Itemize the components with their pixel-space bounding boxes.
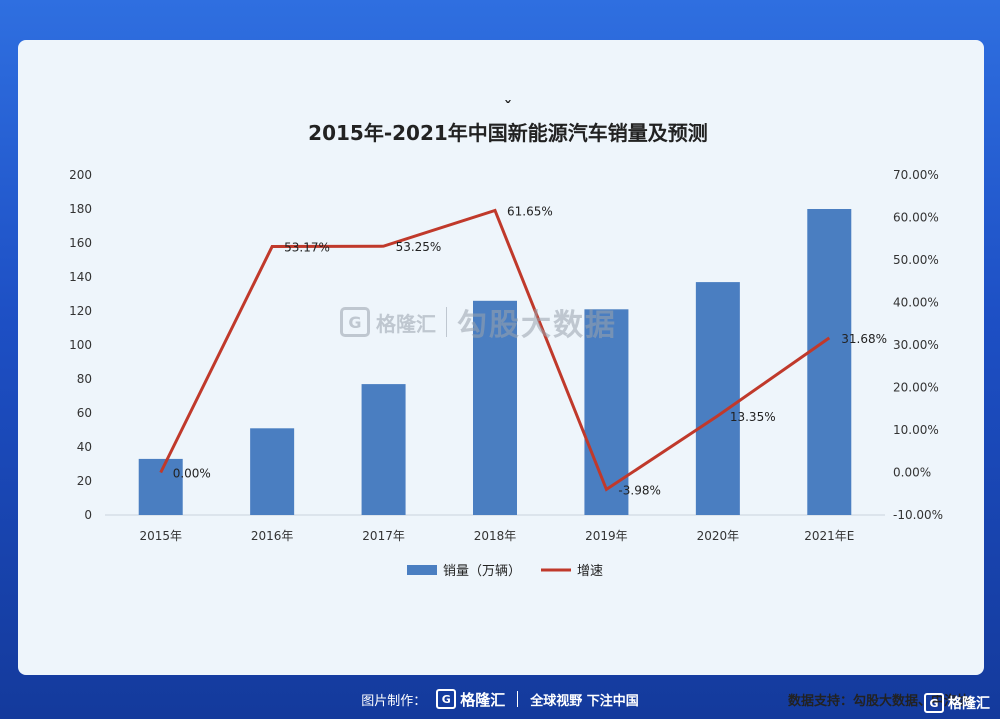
footer-brand: 格隆汇 (460, 690, 506, 709)
y-left-tick-label: 0 (84, 508, 92, 522)
data-label: 0.00% (173, 467, 211, 481)
y-left-tick-label: 40 (77, 440, 92, 454)
y-right-tick-label: -10.00% (893, 508, 943, 522)
data-label: 31.68% (841, 332, 887, 346)
y-right-tick-label: 20.00% (893, 381, 939, 395)
data-label: 53.17% (284, 241, 330, 255)
y-right-tick-label: 70.00% (893, 168, 939, 182)
y-right-tick-label: 10.00% (893, 423, 939, 437)
footer-made-by: 图片制作： (361, 693, 427, 709)
bar (807, 209, 852, 515)
y-left-tick-label: 160 (69, 236, 92, 250)
y-left-tick-label: 100 (69, 338, 92, 352)
bar (250, 428, 295, 515)
data-label: 61.65% (507, 204, 553, 218)
x-tick-label: 2015年 (139, 529, 182, 543)
x-tick-label: 2018年 (474, 529, 517, 543)
corner-brand-text: 格隆汇 (948, 696, 990, 712)
footer-logo-icon: G (436, 689, 457, 709)
corner-logo-icon: G (924, 693, 944, 713)
bar (138, 458, 183, 515)
bar (695, 282, 740, 515)
footer: 图片制作： G 格隆汇 全球视野 下注中国 (0, 686, 1000, 712)
y-right-tick-label: 0.00% (893, 466, 931, 480)
x-tick-label: 2021年E (804, 529, 854, 543)
y-left-tick-label: 80 (77, 372, 92, 386)
y-left-tick-label: 140 (69, 270, 92, 284)
x-tick-label: 2017年 (362, 529, 405, 543)
data-label: 53.25% (396, 240, 442, 254)
y-left-tick-label: 120 (69, 304, 92, 318)
y-left-tick-label: 20 (77, 474, 92, 488)
footer-separator (517, 691, 519, 707)
x-tick-label: 2020年 (697, 529, 740, 543)
y-left-tick-label: 180 (69, 202, 92, 216)
bar (473, 300, 517, 515)
legend-bar-label: 销量（万辆） (443, 564, 521, 579)
data-label: 13.35% (730, 410, 776, 424)
y-left-tick-label: 200 (69, 168, 92, 182)
y-right-tick-label: 60.00% (893, 211, 939, 225)
y-right-tick-label: 30.00% (893, 338, 939, 352)
y-right-tick-label: 40.00% (893, 296, 939, 310)
footer-slogan: 全球视野 下注中国 (530, 693, 639, 709)
y-left-tick-label: 60 (77, 406, 92, 420)
corner-brand: G 格隆汇 (924, 693, 990, 713)
growth-line (159, 208, 831, 492)
chart-title-mark: ˇ (504, 98, 512, 117)
data-label: -3.98% (618, 483, 660, 497)
x-tick-label: 2019年 (585, 529, 628, 543)
y-right-tick-label: 50.00% (893, 253, 939, 267)
chart-title: 2015年-2021年中国新能源汽车销量及预测 (308, 121, 708, 145)
legend-line-label: 增速 (577, 564, 603, 579)
legend-bar-swatch (407, 565, 437, 575)
x-tick-label: 2016年 (251, 529, 294, 543)
bar (361, 384, 406, 515)
